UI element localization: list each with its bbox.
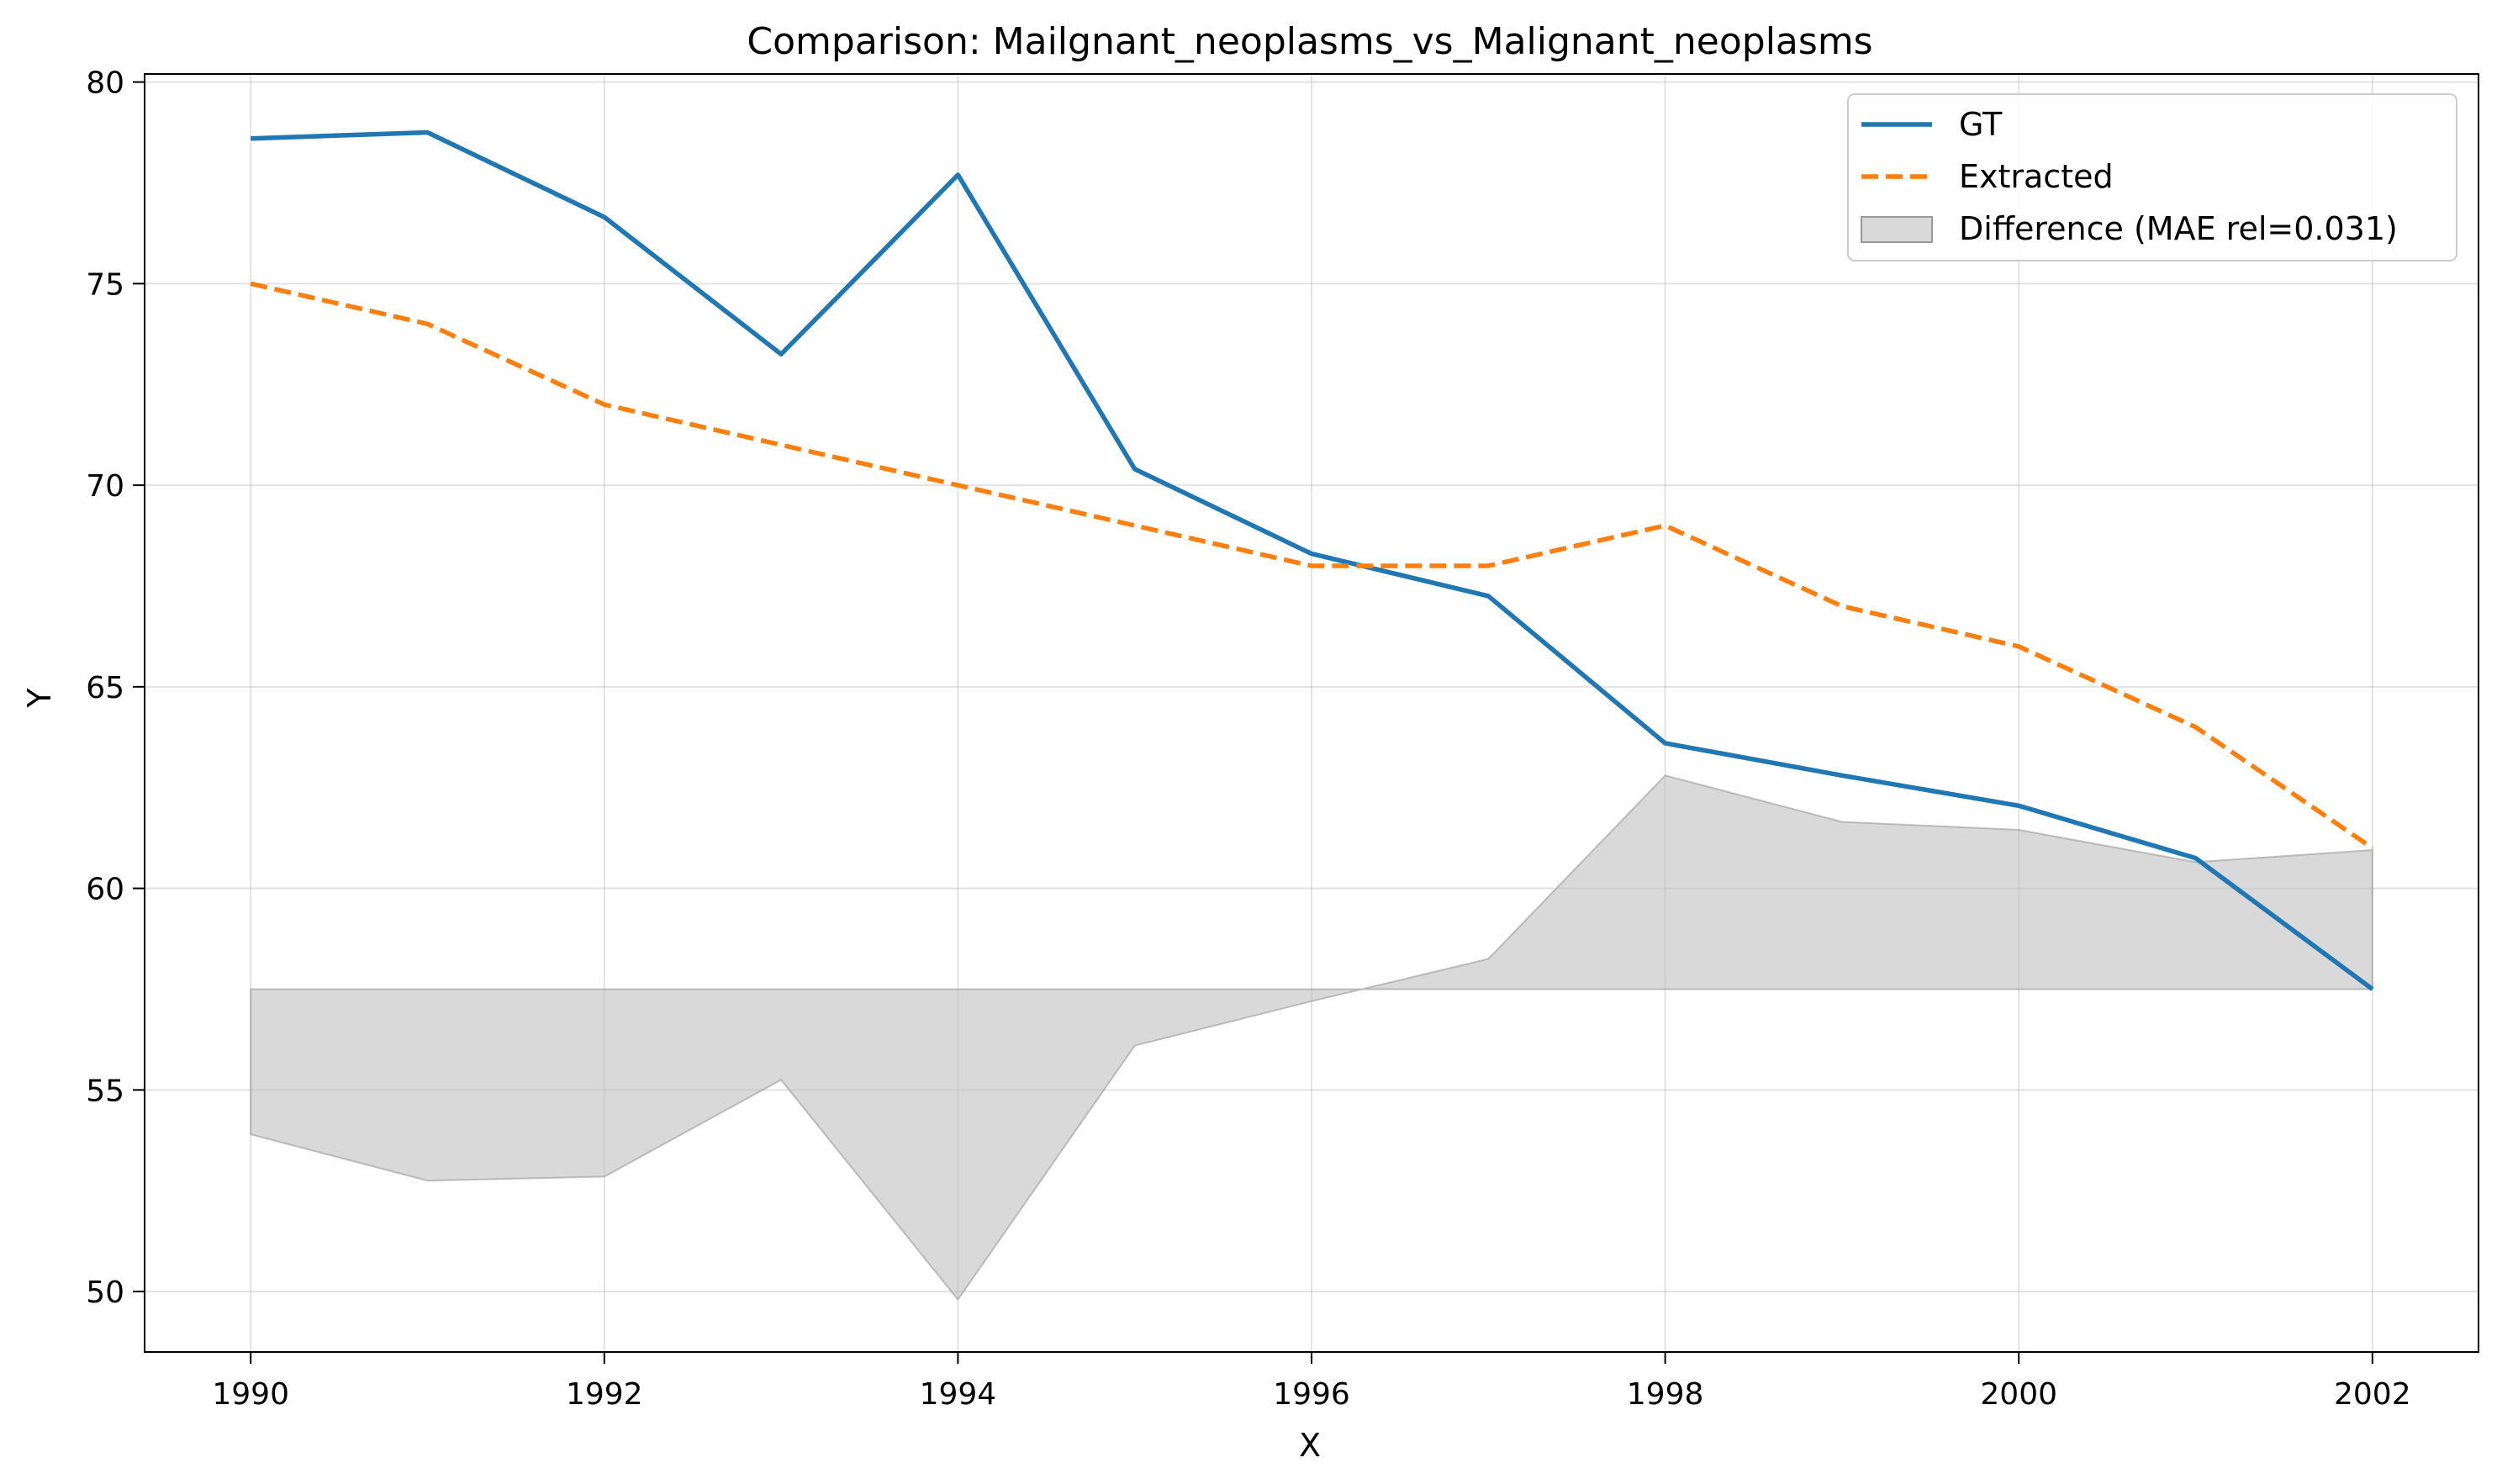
y-tick-label: 75 [86,267,124,302]
x-tick-label: 2002 [2334,1377,2411,1412]
legend-label: GT [1959,106,2003,143]
x-tick-label: 1996 [1273,1377,1350,1412]
legend-label: Difference (MAE rel=0.031) [1959,210,2398,247]
y-tick-label: 80 [86,66,124,101]
y-tick-label: 70 [86,469,124,504]
legend-label: Extracted [1959,158,2114,195]
difference-area [250,774,2373,1302]
series-lines [250,129,2374,991]
y-axis-label: Y [21,688,58,709]
x-tick-label: 1990 [212,1377,289,1412]
chart-title: Comparison: Mailgnant_neoplasms_vs_Malig… [747,20,1872,63]
y-tick-label: 65 [86,671,124,705]
y-tick-label: 60 [86,873,124,907]
x-tick-label: 2000 [1980,1377,2057,1412]
legend-box [1847,93,2457,261]
difference-fill-layer [250,774,2373,1302]
legend: GT Extracted Difference (MAE rel=0.031) [1847,93,2457,261]
x-axis-label: X [1299,1427,1321,1464]
x-tick-label: 1994 [920,1377,997,1412]
y-tick-label: 50 [86,1275,124,1310]
axes: 1990 1992 1994 1996 1998 2000 2002 50 55 60 65 70 75… [86,66,2479,1412]
x-tick-label: 1998 [1627,1377,1704,1412]
x-tick-label: 1992 [566,1377,643,1412]
legend-swatch [1861,216,1933,243]
y-tick-label: 55 [86,1074,124,1108]
